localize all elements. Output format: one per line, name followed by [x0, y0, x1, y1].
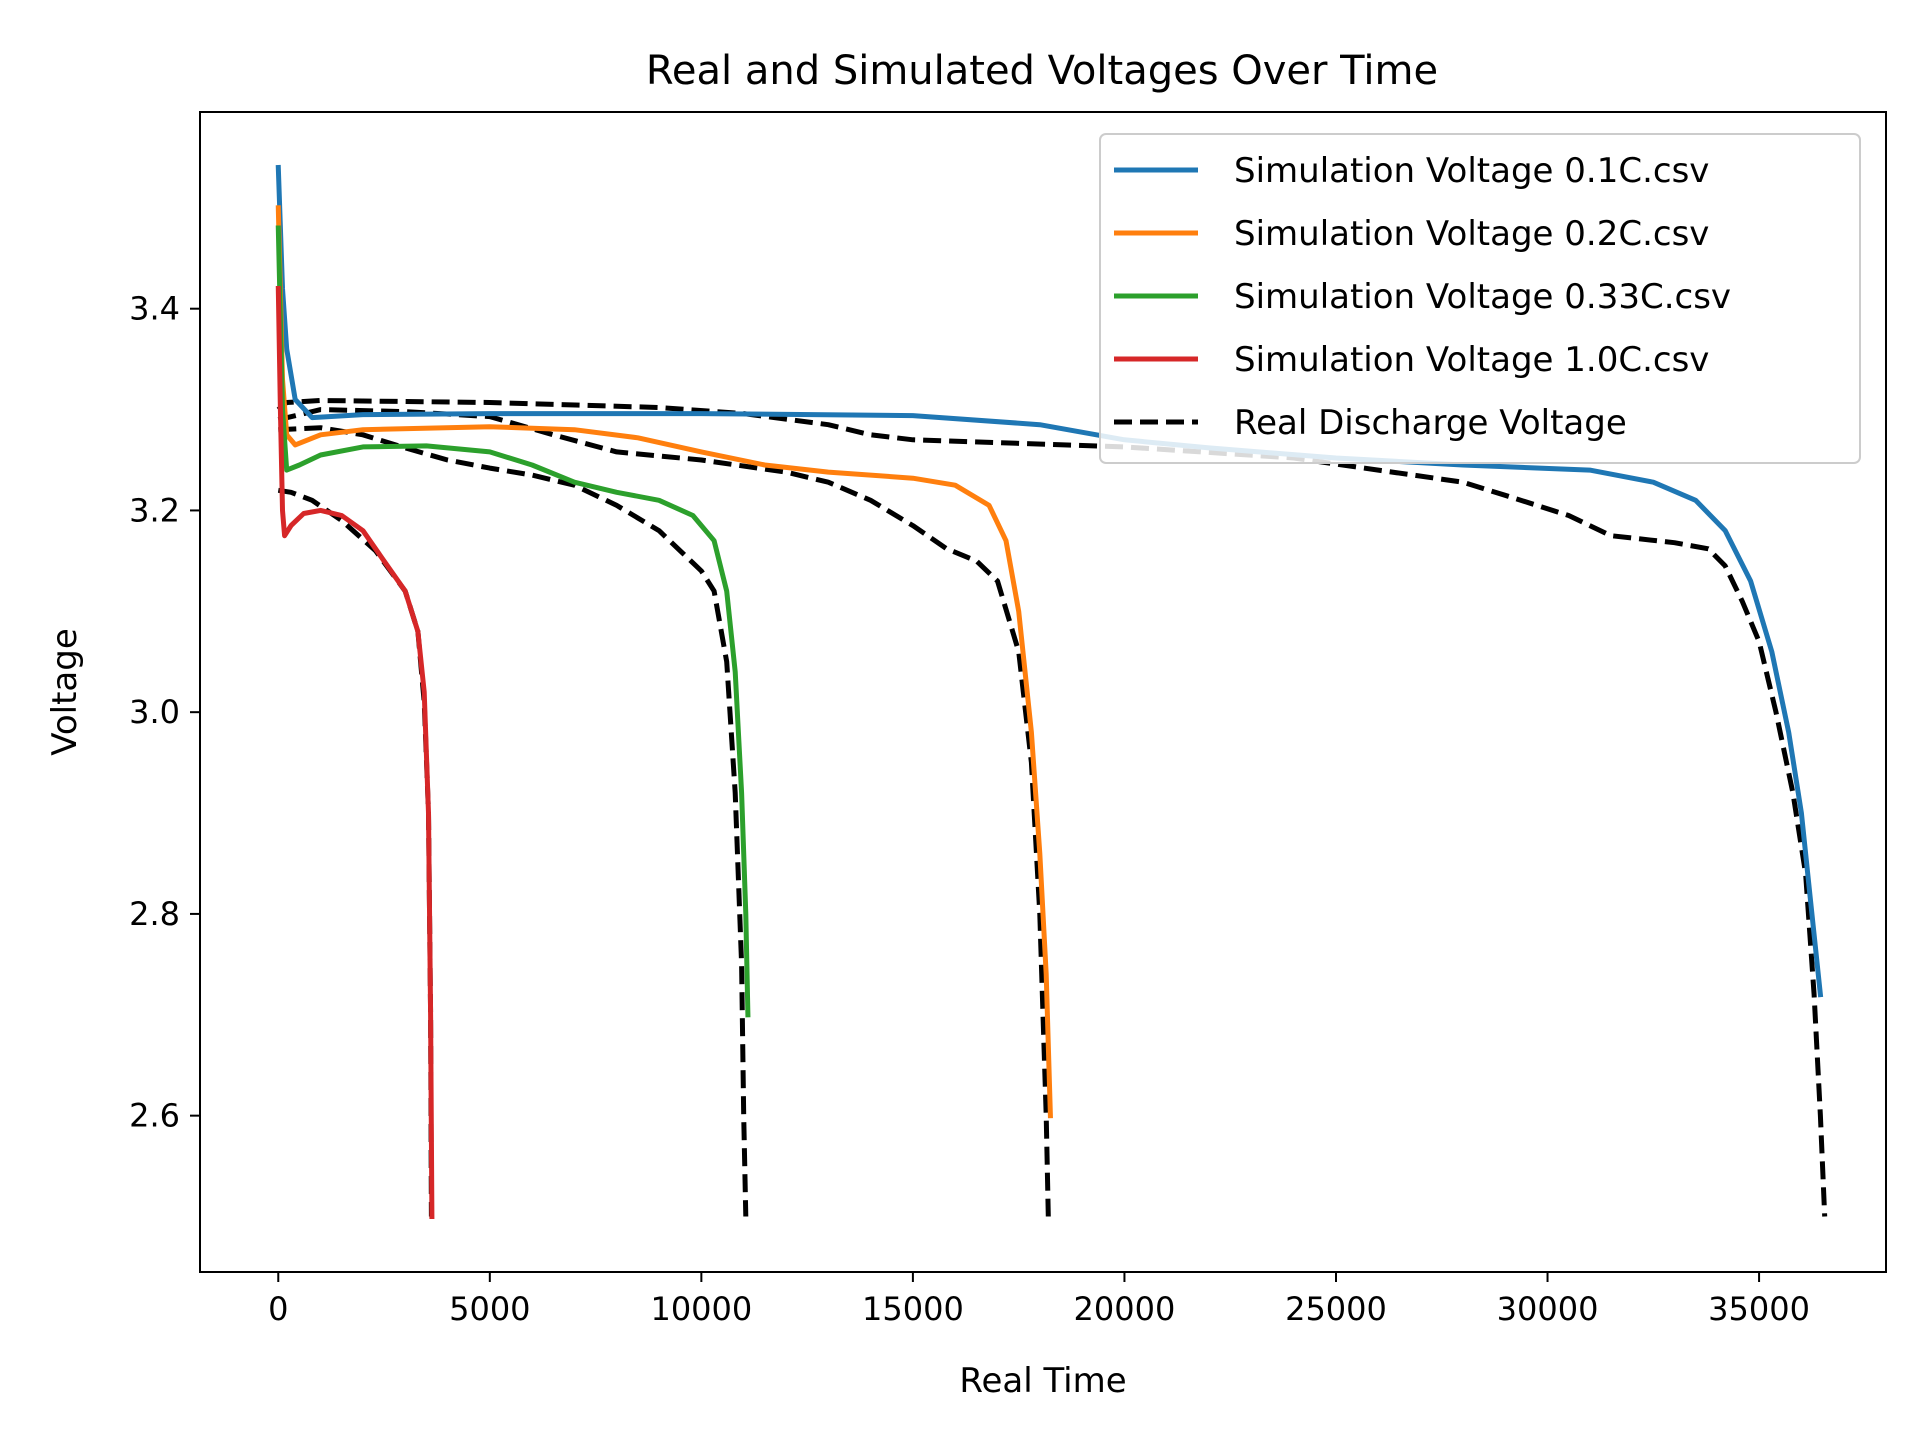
series-line-3	[275, 285, 435, 1220]
y-axis-label: Voltage	[45, 628, 85, 756]
x-tick-label: 15000	[862, 1290, 964, 1328]
legend-label: Simulation Voltage 0.1C.csv	[1234, 151, 1709, 191]
y-tick-label: 3.2	[129, 491, 180, 529]
legend-box	[1099, 133, 1861, 464]
x-tick-label: 10000	[650, 1290, 752, 1328]
legend-label: Simulation Voltage 0.2C.csv	[1234, 214, 1709, 254]
legend: Simulation Voltage 0.1C.csv Simulation Vo…	[1099, 133, 1861, 464]
y-tick-label: 3.0	[129, 693, 180, 731]
chart-title: Real and Simulated Voltages Over Time	[646, 48, 1438, 94]
y-tick-label: 2.8	[129, 895, 180, 933]
x-tick-label: 25000	[1285, 1290, 1387, 1328]
series-line-2	[275, 225, 751, 1018]
series-line-real-discharge-0	[276, 398, 1828, 1217]
legend-label: Simulation Voltage 0.33C.csv	[1234, 277, 1731, 317]
legend-label: Simulation Voltage 1.0C.csv	[1234, 340, 1709, 380]
y-tick-label: 3.4	[129, 290, 180, 328]
x-axis-label: Real Time	[959, 1361, 1126, 1401]
y-tick-label: 2.6	[129, 1097, 180, 1135]
x-tick-label: 0	[268, 1290, 288, 1328]
series-line-1	[275, 205, 1053, 1119]
x-axis: 0 5000 10000 15000 20000 25000 30000 35000	[268, 1272, 1810, 1328]
x-tick-label: 5000	[449, 1290, 530, 1328]
legend-label: Real Discharge Voltage	[1234, 403, 1627, 443]
y-axis: 2.6 2.8 3.0 3.2 3.4	[129, 290, 200, 1135]
x-tick-label: 20000	[1074, 1290, 1176, 1328]
x-tick-label: 30000	[1497, 1290, 1599, 1328]
series-line-real-discharge-2	[278, 425, 749, 1217]
plot-frame	[199, 111, 1887, 1273]
x-tick-label: 35000	[1708, 1290, 1810, 1328]
